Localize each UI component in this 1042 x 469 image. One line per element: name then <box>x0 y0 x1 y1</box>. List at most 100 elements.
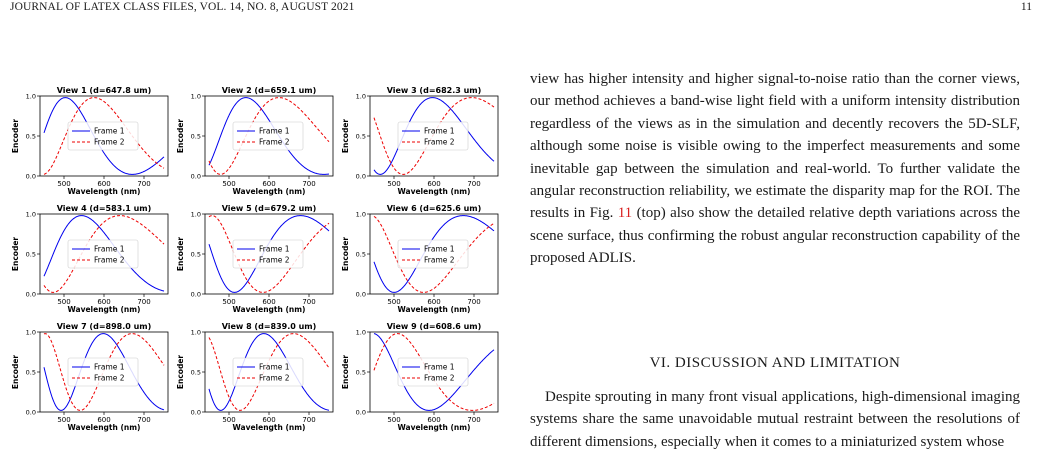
legend-box <box>397 357 469 387</box>
y-axis-label: Encoder <box>176 119 185 154</box>
y-tick-label: 1.0 <box>356 329 366 337</box>
x-axis-label: Wavelength (nm) <box>398 423 471 432</box>
y-axis-label: Encoder <box>341 119 350 154</box>
legend-label: Frame 2 <box>424 374 455 383</box>
y-tick-label: 0.5 <box>26 251 36 259</box>
y-tick-label: 0.0 <box>26 291 36 299</box>
x-tick-label: 600 <box>97 298 110 306</box>
para2-text: Despite sprouting in many front visual a… <box>530 389 1020 450</box>
x-tick-label: 700 <box>467 298 480 306</box>
legend-label: Frame 1 <box>259 363 290 372</box>
subplot-title: View 8 (d=839.0 um) <box>222 322 317 331</box>
y-tick-label: 0.0 <box>191 291 201 299</box>
y-tick-label: 0.5 <box>191 133 201 141</box>
legend-box <box>397 121 469 151</box>
legend-box <box>232 239 304 269</box>
legend-box <box>232 121 304 151</box>
x-tick-label: 700 <box>467 416 480 424</box>
series-line-frame-2 <box>373 215 495 293</box>
y-axis-label: Encoder <box>341 237 350 272</box>
figure-reference-link[interactable]: 11 <box>617 205 633 222</box>
x-tick-label: 600 <box>97 180 110 188</box>
legend-label: Frame 2 <box>94 374 125 383</box>
legend-label: Frame 2 <box>424 256 455 265</box>
x-tick-label: 600 <box>427 416 440 424</box>
subplot-title: View 6 (d=625.6 um) <box>387 204 482 213</box>
series-line-frame-1 <box>208 97 330 175</box>
legend-label: Frame 2 <box>259 138 290 147</box>
x-tick-label: 500 <box>222 298 235 306</box>
y-tick-label: 0.0 <box>26 173 36 181</box>
subplot-title: View 9 (d=608.6 um) <box>387 322 482 331</box>
subplot-title: View 1 (d=647.8 um) <box>57 86 152 95</box>
y-tick-label: 0.0 <box>356 173 366 181</box>
legend-label: Frame 2 <box>259 374 290 383</box>
x-tick-label: 600 <box>427 298 440 306</box>
x-axis-label: Wavelength (nm) <box>398 305 471 314</box>
subplot-panel: View 6 (d=625.6 um) 0.0 0.5 1.0 500 600 700Wav… <box>341 204 499 314</box>
series-line-frame-2 <box>208 97 330 175</box>
series-line-frame-1 <box>43 97 165 175</box>
x-tick-label: 500 <box>57 180 70 188</box>
y-tick-label: 0.5 <box>191 369 201 377</box>
series-line-frame-2 <box>208 215 330 293</box>
y-tick-label: 0.0 <box>191 173 201 181</box>
subplot-panel: View 3 (d=682.3 um) 0.0 0.5 1.0 500 600 700Wav… <box>341 86 499 196</box>
x-tick-label: 500 <box>387 416 400 424</box>
series-line-frame-2 <box>43 97 165 175</box>
y-tick-label: 0.5 <box>356 251 366 259</box>
x-tick-label: 500 <box>222 180 235 188</box>
series-line-frame-1 <box>43 333 165 411</box>
legend-label: Frame 1 <box>424 245 455 254</box>
legend-box <box>232 357 304 387</box>
y-axis-label: Encoder <box>11 119 20 154</box>
body-paragraph-2: Despite sprouting in many front visual a… <box>530 386 1020 453</box>
x-axis-label: Wavelength (nm) <box>233 305 306 314</box>
legend-box <box>67 121 139 151</box>
y-tick-label: 1.0 <box>191 211 201 219</box>
x-axis-label: Wavelength (nm) <box>68 423 141 432</box>
legend-box <box>67 239 139 269</box>
para1-text-a: view has higher intensity and higher sig… <box>530 71 1020 222</box>
series-line-frame-1 <box>373 333 495 411</box>
y-tick-label: 0.5 <box>26 133 36 141</box>
series-line-frame-2 <box>373 97 495 175</box>
x-tick-label: 700 <box>467 180 480 188</box>
x-tick-label: 700 <box>137 416 150 424</box>
x-axis-label: Wavelength (nm) <box>68 187 141 196</box>
x-tick-label: 500 <box>387 298 400 306</box>
y-axis-label: Encoder <box>341 355 350 390</box>
subplot-panel: View 8 (d=839.0 um) 0.0 0.5 1.0 500 600 700Wav… <box>176 322 334 432</box>
x-tick-label: 700 <box>137 298 150 306</box>
y-tick-label: 1.0 <box>26 211 36 219</box>
x-tick-label: 500 <box>57 298 70 306</box>
y-tick-label: 1.0 <box>26 329 36 337</box>
subplot-title: View 7 (d=898.0 um) <box>57 322 152 331</box>
y-axis-label: Encoder <box>11 355 20 390</box>
series-line-frame-1 <box>208 333 330 411</box>
legend-label: Frame 1 <box>259 245 290 254</box>
legend-label: Frame 2 <box>259 256 290 265</box>
y-tick-label: 0.5 <box>26 369 36 377</box>
y-tick-label: 1.0 <box>356 93 366 101</box>
y-tick-label: 1.0 <box>191 93 201 101</box>
x-tick-label: 700 <box>302 416 315 424</box>
legend-box <box>67 357 139 387</box>
legend-box <box>397 239 469 269</box>
x-axis-label: Wavelength (nm) <box>398 187 471 196</box>
page-number: 11 <box>1020 1 1032 13</box>
legend-label: Frame 1 <box>424 363 455 372</box>
y-tick-label: 1.0 <box>191 329 201 337</box>
x-axis-label: Wavelength (nm) <box>233 187 306 196</box>
y-axis-label: Encoder <box>11 237 20 272</box>
y-tick-label: 0.5 <box>356 369 366 377</box>
y-axis-label: Encoder <box>176 237 185 272</box>
legend-label: Frame 1 <box>94 245 125 254</box>
series-line-frame-1 <box>43 215 165 292</box>
subplot-panel: View 7 (d=898.0 um) 0.0 0.5 1.0 500 600 700Wav… <box>11 322 169 432</box>
subplot-panel: View 4 (d=583.1 um) 0.0 0.5 1.0 500 600 700Wav… <box>11 204 169 314</box>
x-tick-label: 600 <box>262 416 275 424</box>
y-tick-label: 1.0 <box>26 93 36 101</box>
legend-label: Frame 2 <box>94 138 125 147</box>
